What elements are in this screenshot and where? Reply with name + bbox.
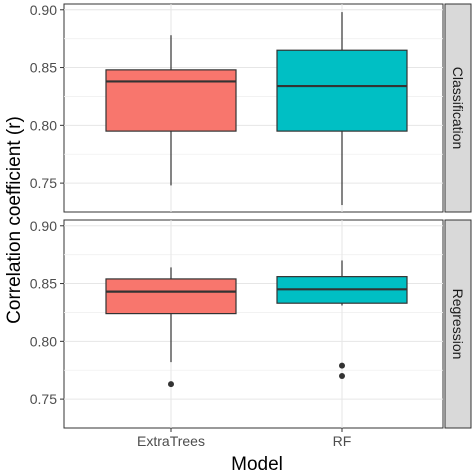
panel-background [63, 219, 444, 429]
box-extratrees [105, 69, 237, 132]
facet-strip-regression [444, 219, 472, 429]
facet-panels: 0.750.800.850.90Classification0.750.800.… [30, 2, 472, 432]
x-tick-label-rf: RF [333, 433, 352, 449]
facet-panel-regression: 0.75 0.80 0.85 0.90 Regression [30, 218, 472, 429]
x-axis-title: Model [231, 454, 283, 474]
facet-strip-label: Regression [450, 289, 466, 360]
y-tick-label: 0.90 [30, 218, 57, 234]
y-tick-label: 0.90 [30, 2, 57, 18]
x-axis: ExtraTrees RF [137, 433, 351, 449]
facet-panel-classification: 0.75 0.80 0.85 0.90 Classification [30, 2, 472, 213]
outlier-point-rf [339, 362, 345, 369]
y-tick-label: 0.85 [30, 276, 57, 292]
outlier-point-rf [339, 373, 345, 379]
y-tick-label: 0.80 [30, 333, 57, 349]
y-tick-label: 0.80 [30, 117, 57, 133]
facet-strip-label: Classification [450, 67, 466, 149]
box-rf [276, 49, 408, 132]
y-tick-label: 0.75 [30, 175, 57, 191]
y-tick-label: 0.85 [30, 60, 57, 76]
box-extratrees [105, 278, 237, 315]
y-axis-title: Correlation coefficient (r) [4, 116, 25, 324]
y-tick-label: 0.75 [30, 391, 57, 407]
x-tick-label-extratrees: ExtraTrees [137, 433, 205, 449]
facet-strip-classification [444, 3, 472, 213]
outlier-point-extratrees [168, 381, 174, 388]
